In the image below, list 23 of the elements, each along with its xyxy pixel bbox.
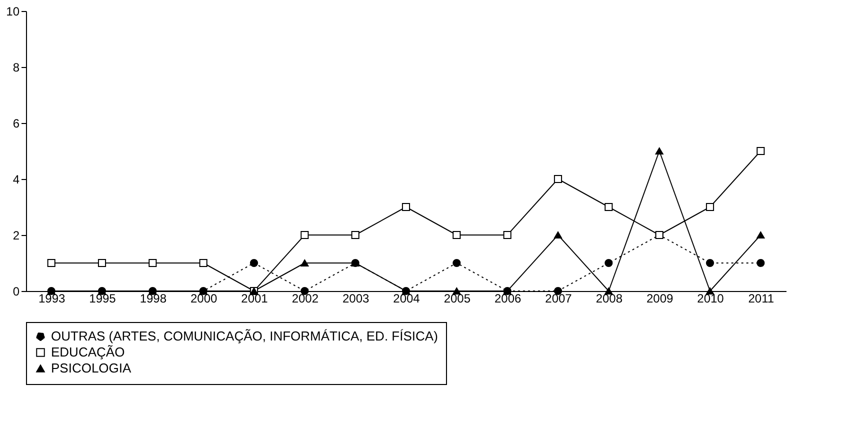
- y-tick-label: 10: [6, 4, 20, 18]
- x-tick-label: 2007: [545, 292, 572, 306]
- x-tick-label: 2011: [748, 292, 774, 306]
- y-tick-label: 8: [12, 60, 20, 74]
- x-tick-label: 2010: [697, 292, 724, 306]
- x-tick-label: 1998: [140, 292, 167, 306]
- x-tick-label: 1995: [89, 292, 116, 306]
- y-tick-label: 6: [12, 116, 20, 130]
- y-tick-label: 0: [12, 284, 20, 298]
- y-tick-label: 2: [12, 228, 20, 242]
- x-tick-label: 2003: [342, 292, 370, 306]
- x-tick-label: 1993: [38, 292, 66, 306]
- x-tick-label: 2004: [393, 292, 420, 306]
- x-tick-label: 2006: [494, 292, 522, 306]
- x-tick-label: 2000: [190, 292, 218, 306]
- legend-label: EDUCAÇÃO: [51, 344, 125, 360]
- y-tick-label: 4: [12, 172, 20, 186]
- x-tick-label: 2008: [596, 292, 623, 306]
- x-tick-label: 2005: [444, 292, 471, 306]
- legend-label: OUTRAS (ARTES, COMUNICAÇÃO, INFORMÁTICA, ED. FÍSICA): [51, 328, 438, 344]
- legend-label: PSICOLOGIA: [51, 360, 132, 376]
- x-tick-label: 2009: [646, 292, 674, 306]
- x-tick-label: 2002: [292, 292, 319, 306]
